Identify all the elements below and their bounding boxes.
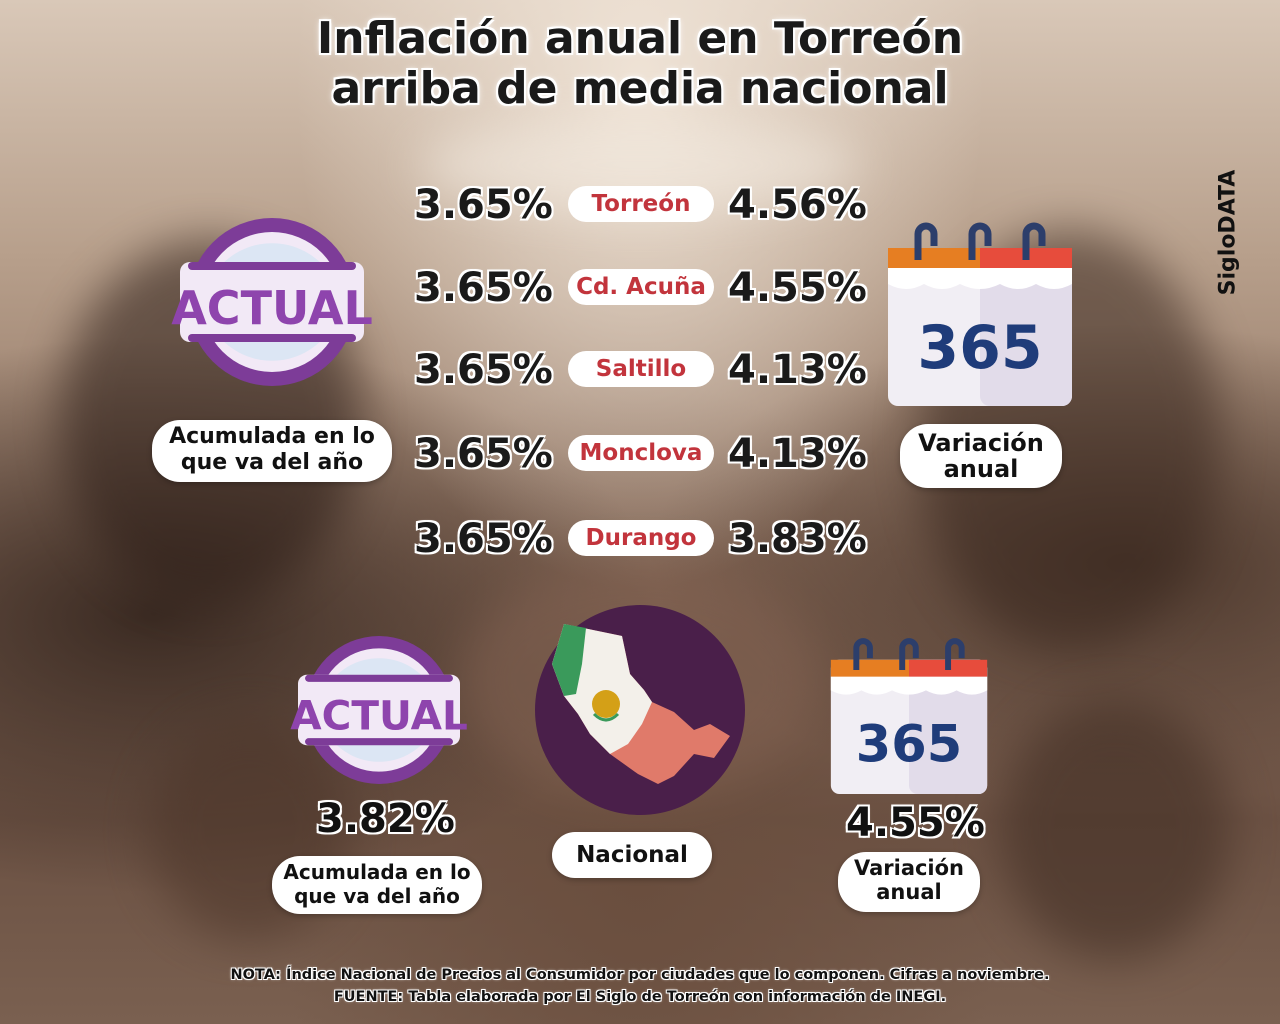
calendar-icon: 365 bbox=[888, 222, 1072, 406]
national-acumulada-value: 3.82% bbox=[316, 796, 455, 842]
variacion-legend: Variación anual bbox=[900, 424, 1062, 488]
actual-badge-text: ACTUAL bbox=[171, 281, 373, 335]
footer-nota: NOTA: Índice Nacional de Precios al Cons… bbox=[0, 964, 1280, 986]
acumulada-legend: Acumulada en lo que va del año bbox=[152, 420, 392, 482]
city-name: Torreón bbox=[568, 186, 714, 222]
fuente-label: FUENTE: bbox=[333, 989, 404, 1005]
variacion-legend-line1: Variación bbox=[918, 429, 1044, 457]
brand-label: SigloDATA bbox=[1208, 170, 1248, 310]
page-title: Inflación anual en Torreón arriba de med… bbox=[0, 14, 1280, 114]
actual-badge-text: ACTUAL bbox=[290, 691, 467, 739]
fuente-text: Tabla elaborada por El Siglo de Torreón … bbox=[403, 989, 947, 1005]
nota-text: Índice Nacional de Precios al Consumidor… bbox=[281, 967, 1050, 983]
acumulada-legend-line1: Acumulada en lo bbox=[283, 860, 471, 884]
city-row: 3.65% Monclova 4.13% bbox=[410, 429, 870, 479]
nota-label: NOTA: bbox=[230, 967, 281, 983]
acumulada-value: 3.65% bbox=[414, 347, 553, 393]
footer-notes: NOTA: Índice Nacional de Precios al Cons… bbox=[0, 964, 1280, 1008]
city-name: Saltillo bbox=[568, 351, 714, 387]
calendar-text: 365 bbox=[856, 716, 962, 775]
calendar-text: 365 bbox=[917, 313, 1042, 383]
acumulada-legend-line2: que va del año bbox=[180, 450, 364, 475]
background-blur bbox=[1000, 700, 1230, 960]
actual-badge-icon: ACTUAL bbox=[290, 636, 468, 784]
variacion-legend-bottom: Variación anual bbox=[838, 852, 980, 912]
anual-value: 4.13% bbox=[728, 431, 867, 477]
city-name: Durango bbox=[568, 520, 714, 556]
title-line-2: arriba de media nacional bbox=[331, 63, 949, 114]
title-line-1: Inflación anual en Torreón bbox=[316, 13, 964, 64]
variacion-legend-line2: anual bbox=[876, 880, 942, 904]
anual-value: 4.55% bbox=[728, 265, 867, 311]
acumulada-legend-line1: Acumulada en lo bbox=[169, 424, 375, 449]
national-label: Nacional bbox=[552, 832, 712, 878]
city-row: 3.65% Saltillo 4.13% bbox=[410, 345, 870, 395]
acumulada-value: 3.65% bbox=[414, 431, 553, 477]
acumulada-legend-bottom: Acumulada en lo que va del año bbox=[272, 856, 482, 914]
brand-text: SigloDATA bbox=[1215, 169, 1241, 296]
acumulada-value: 3.65% bbox=[414, 182, 553, 228]
variacion-legend-line2: anual bbox=[943, 455, 1019, 483]
city-row: 3.65% Durango 3.83% bbox=[410, 514, 870, 564]
acumulada-legend-line2: que va del año bbox=[294, 884, 460, 908]
anual-value: 3.83% bbox=[728, 516, 867, 562]
national-anual-value: 4.55% bbox=[846, 800, 985, 846]
city-name: Cd. Acuña bbox=[568, 269, 714, 305]
anual-value: 4.56% bbox=[728, 182, 867, 228]
city-row: 3.65% Cd. Acuña 4.55% bbox=[410, 263, 870, 313]
acumulada-value: 3.65% bbox=[414, 516, 553, 562]
variacion-legend-line1: Variación bbox=[853, 856, 965, 880]
city-name: Monclova bbox=[568, 435, 714, 471]
footer-fuente: FUENTE: Tabla elaborada por El Siglo de … bbox=[0, 986, 1280, 1008]
mexico-map-icon bbox=[535, 605, 745, 815]
city-row: 3.65% Torreón 4.56% bbox=[410, 180, 870, 230]
actual-badge-icon: ACTUAL bbox=[171, 218, 373, 386]
calendar-icon: 365 bbox=[830, 638, 988, 794]
anual-value: 4.13% bbox=[728, 347, 867, 393]
acumulada-value: 3.65% bbox=[414, 265, 553, 311]
